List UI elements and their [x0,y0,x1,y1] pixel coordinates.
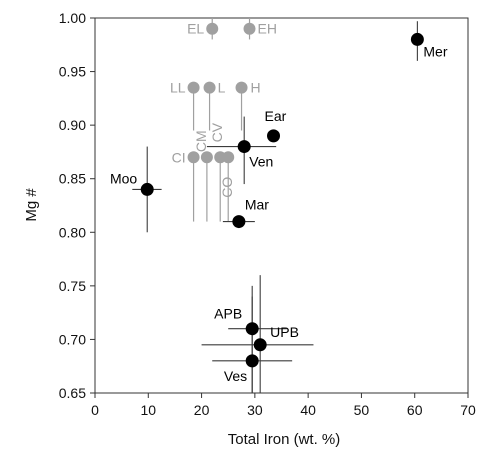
data-point-mar [232,215,246,229]
data-point-ves [245,354,259,368]
data-label: Ear [265,108,287,124]
meteorite-label: EL [187,21,204,37]
meteorite-point-cm [200,151,213,164]
x-tick-label: 40 [300,402,316,418]
axes: 0 10 20 30 40 50 60 70 0.65 0.70 0.75 0.80 0.85 0.90 0… [59,10,476,418]
meteorite-label: EH [258,21,277,37]
y-tick-label: 0.95 [59,64,86,80]
meteorite-label: L [218,80,226,96]
meteorite-point-eh [243,22,256,35]
y-tick-label: 1.00 [59,10,86,26]
data-label: Moo [110,170,137,186]
y-tick-label: 0.90 [59,117,86,133]
data-point-apb [245,322,259,336]
data-label: Ves [224,368,247,384]
meteorite-label: CM [193,130,209,152]
data-point-ear [267,129,281,143]
data-label: Mar [245,197,269,213]
meteorite-label: CO [219,177,235,198]
data-label: Mer [423,43,447,59]
planetary-series: Mer Ear Ven Moo Mar APB UPB Ves [110,21,448,393]
x-tick-label: 30 [247,402,263,418]
x-tick-label: 0 [91,402,99,418]
x-tick-label: 70 [460,402,476,418]
meteorite-label: CV [209,122,225,142]
meteorite-point-ll [187,81,200,94]
y-tick-label: 0.70 [59,331,86,347]
meteorite-label: LL [170,80,186,96]
data-point-upb [253,338,267,352]
data-label: Ven [249,154,273,170]
meteorite-point-co [222,151,235,164]
meteorite-point-el [206,22,219,35]
x-axis-title: Total Iron (wt. %) [228,431,341,448]
x-tick-label: 60 [407,402,423,418]
meteorite-point-h [235,81,248,94]
meteorite-label: H [251,80,261,96]
data-label: APB [214,306,242,322]
y-tick-label: 0.80 [59,224,86,240]
x-tick-label: 50 [354,402,370,418]
meteorite-point-l [203,81,216,94]
meteorite-point-ci [187,151,200,164]
y-tick-label: 0.65 [59,385,86,401]
meteorite-label: CI [172,149,186,165]
x-tick-label: 20 [194,402,210,418]
data-point-ven [237,140,251,154]
y-tick-label: 0.85 [59,171,86,187]
data-point-moo [140,182,154,196]
y-tick-label: 0.75 [59,278,86,294]
data-label: UPB [270,324,299,340]
plot-frame [94,17,469,394]
y-axis-title: Mg # [23,188,40,222]
x-tick-label: 10 [140,402,156,418]
data-point-mer [410,32,424,46]
